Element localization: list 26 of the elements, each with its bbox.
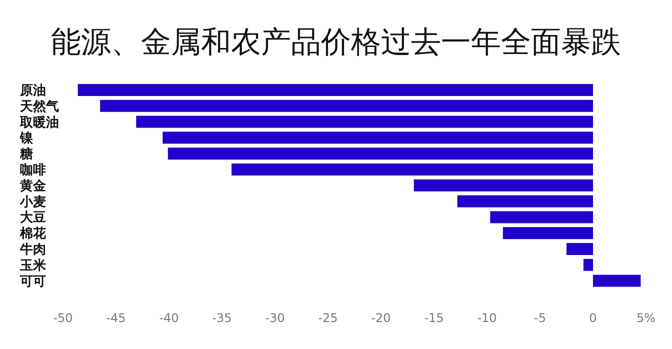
y-tick-label: 原油 [19, 84, 46, 98]
y-tick-label: 糖 [19, 146, 33, 162]
x-tick-label: -10 [477, 311, 497, 325]
y-tick-label: 取暖油 [19, 114, 59, 130]
x-tick-label: 0 [589, 311, 597, 325]
x-tick-label: -45 [106, 311, 126, 325]
x-tick-label: -15 [424, 311, 444, 325]
y-tick-label: 镍 [19, 131, 34, 146]
x-tick-label: -50 [53, 311, 73, 325]
x-tick-label: -40 [159, 311, 179, 325]
y-tick-label: 可可 [19, 274, 46, 290]
x-tick-label: 5% [636, 311, 656, 325]
y-tick-label: 大豆 [20, 210, 46, 226]
x-tick-label: -5 [534, 311, 546, 325]
x-tick-label: -25 [318, 311, 338, 325]
y-tick-label: 小麦 [19, 194, 46, 210]
y-tick-label: 天然气 [19, 99, 59, 114]
y-tick-label: 牛肉 [19, 242, 46, 258]
x-tick-label: -20 [371, 311, 391, 325]
chart-title: 能源、金属和农产品价格过去一年全面暴跌 [51, 25, 621, 60]
x-tick-label: -35 [212, 311, 232, 325]
x-tick-label: -30 [265, 311, 285, 325]
y-tick-label: 黄金 [19, 178, 47, 194]
y-tick-label: 棉花 [19, 226, 47, 242]
y-tick-label: 咖啡 [20, 163, 46, 178]
y-tick-label: 玉米 [19, 258, 47, 274]
